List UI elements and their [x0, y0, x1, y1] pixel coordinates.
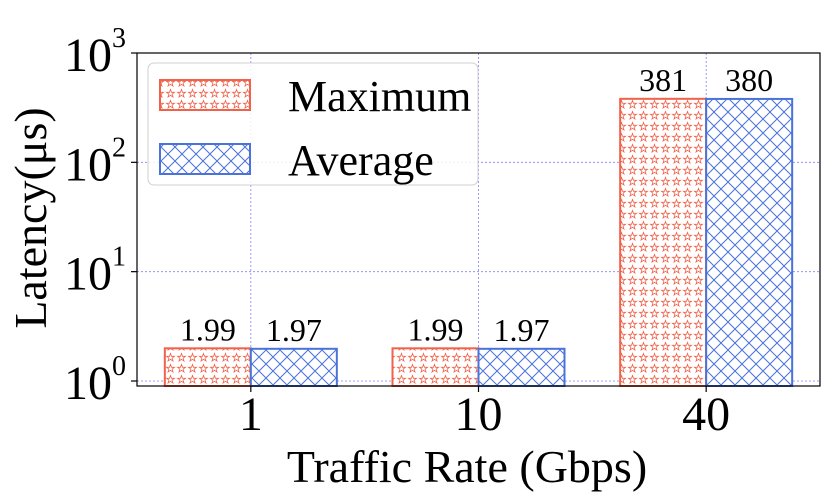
y-tick-label: 101	[64, 242, 126, 301]
y-tick-label: 102	[64, 132, 126, 191]
bar-maximum-1	[163, 347, 252, 388]
bar-value-label: 1.97	[494, 312, 550, 348]
plot-area-frame	[136, 52, 821, 387]
bar-maximum-10	[391, 347, 480, 388]
bar-average-1	[249, 347, 338, 387]
x-axis-label: Traffic Rate (Gbps)	[287, 441, 647, 492]
legend-label-average: Average	[288, 136, 434, 185]
y-tick-labels: 100 101 102 103	[64, 23, 137, 410]
x-tick-labels: 1 10 40	[239, 386, 730, 441]
bar-average-40	[705, 97, 794, 387]
legend-label-maximum: Maximum	[288, 72, 471, 121]
y-tick-label: 103	[64, 23, 126, 82]
bar-average-10	[477, 347, 566, 387]
bars	[163, 97, 794, 388]
bar-value-label: 1.97	[266, 312, 322, 348]
bar-value-labels: 1.99 1.99 381 1.97 1.97 380	[180, 62, 773, 348]
y-axis-label: Latency(μs)	[5, 107, 56, 328]
bar-value-label: 1.99	[180, 311, 236, 347]
x-tick-label: 40	[682, 388, 730, 441]
legend: Maximum Average	[147, 62, 479, 186]
legend-swatch-maximum	[159, 79, 251, 111]
bar-value-label: 1.99	[408, 311, 464, 347]
bar-maximum-40	[619, 97, 708, 387]
y-tick-label: 100	[64, 351, 126, 410]
bar-value-label: 380	[725, 62, 773, 98]
legend-swatch-average	[159, 143, 251, 175]
x-tick-label: 1	[239, 388, 263, 441]
x-tick-label: 10	[455, 388, 503, 441]
bar-value-label: 381	[639, 62, 687, 98]
